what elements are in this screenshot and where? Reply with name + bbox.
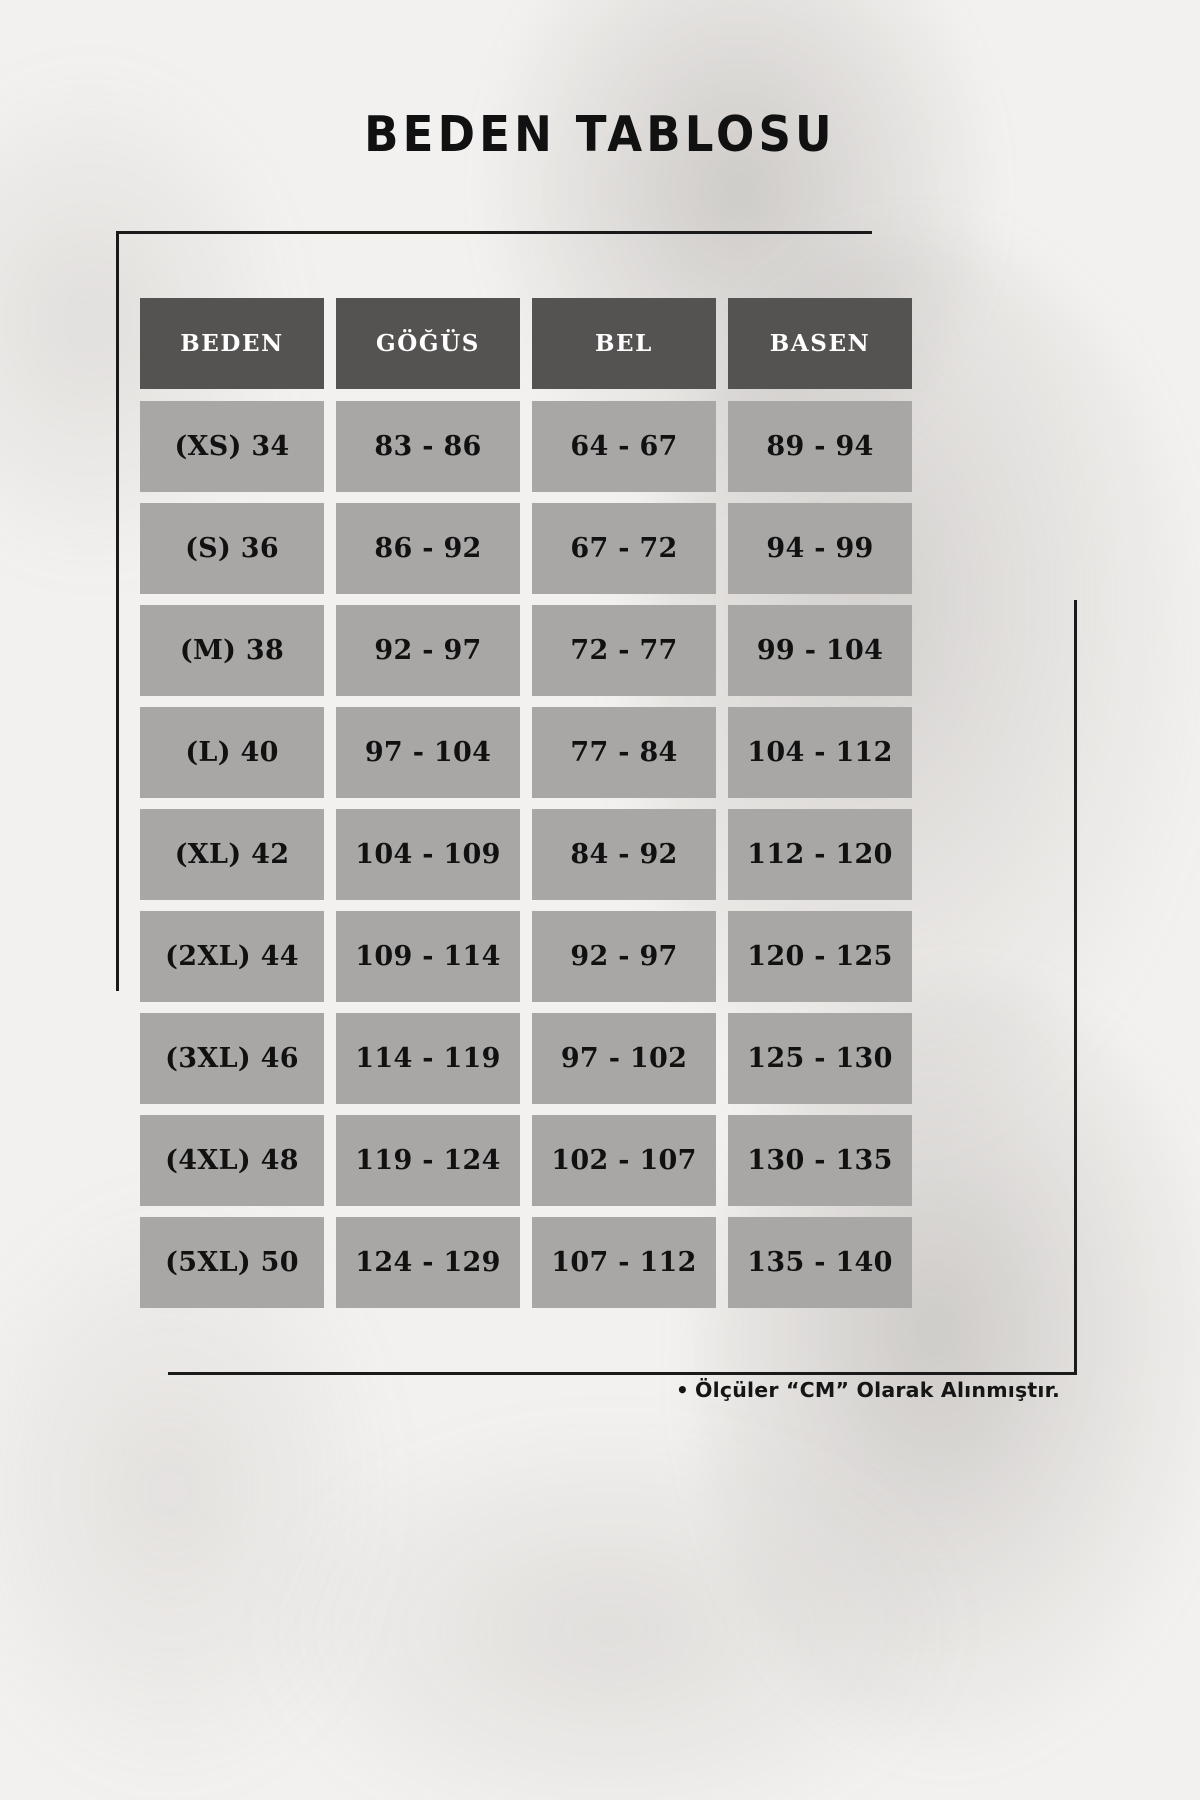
cell-beden: (5XL) 50 [140,1217,324,1308]
table-row: (5XL) 50 124 - 129 107 - 112 135 - 140 [140,1217,912,1308]
cell-gogus: 104 - 109 [336,809,520,900]
cell-beden: (L) 40 [140,707,324,798]
cell-basen: 99 - 104 [728,605,912,696]
decorative-frame-left-line [116,231,119,991]
cell-bel: 97 - 102 [532,1013,716,1104]
cell-beden: (M) 38 [140,605,324,696]
table-row: (M) 38 92 - 97 72 - 77 99 - 104 [140,605,912,696]
cell-basen: 120 - 125 [728,911,912,1002]
cell-gogus: 97 - 104 [336,707,520,798]
cell-gogus: 109 - 114 [336,911,520,1002]
decorative-frame-top-line [116,231,872,234]
decorative-frame-right-line [1074,600,1077,1375]
cell-basen: 89 - 94 [728,401,912,492]
cell-basen: 104 - 112 [728,707,912,798]
cell-gogus: 119 - 124 [336,1115,520,1206]
cell-basen: 130 - 135 [728,1115,912,1206]
cell-bel: 92 - 97 [532,911,716,1002]
cell-bel: 64 - 67 [532,401,716,492]
cell-gogus: 86 - 92 [336,503,520,594]
cell-bel: 84 - 92 [532,809,716,900]
table-row: (4XL) 48 119 - 124 102 - 107 130 - 135 [140,1115,912,1206]
cell-basen: 135 - 140 [728,1217,912,1308]
cell-basen: 125 - 130 [728,1013,912,1104]
table-row: (L) 40 97 - 104 77 - 84 104 - 112 [140,707,912,798]
column-header-gogus: GÖĞÜS [336,298,520,389]
footnote: • Ölçüler “CM” Olarak Alınmıştır. [0,1378,1060,1402]
cell-bel: 102 - 107 [532,1115,716,1206]
column-header-bel: BEL [532,298,716,389]
cell-basen: 112 - 120 [728,809,912,900]
cell-beden: (XS) 34 [140,401,324,492]
size-table: BEDEN GÖĞÜS BEL BASEN (XS) 34 83 - 86 64… [140,298,912,1319]
cell-beden: (3XL) 46 [140,1013,324,1104]
table-row: (XS) 34 83 - 86 64 - 67 89 - 94 [140,401,912,492]
background-silhouette-shadow [260,1420,960,1800]
column-header-beden: BEDEN [140,298,324,389]
cell-bel: 107 - 112 [532,1217,716,1308]
table-row: (2XL) 44 109 - 114 92 - 97 120 - 125 [140,911,912,1002]
cell-gogus: 83 - 86 [336,401,520,492]
footnote-text: Ölçüler “CM” Olarak Alınmıştır. [694,1378,1060,1402]
page-title: BEDEN TABLOSU [364,106,836,163]
cell-beden: (XL) 42 [140,809,324,900]
bullet-icon: • [676,1378,689,1402]
cell-gogus: 114 - 119 [336,1013,520,1104]
column-header-basen: BASEN [728,298,912,389]
table-row: (S) 36 86 - 92 67 - 72 94 - 99 [140,503,912,594]
table-header-row: BEDEN GÖĞÜS BEL BASEN [140,298,912,389]
table-row: (3XL) 46 114 - 119 97 - 102 125 - 130 [140,1013,912,1104]
cell-beden: (2XL) 44 [140,911,324,1002]
table-row: (XL) 42 104 - 109 84 - 92 112 - 120 [140,809,912,900]
decorative-frame-bottom-line [168,1372,1077,1375]
cell-beden: (S) 36 [140,503,324,594]
cell-gogus: 92 - 97 [336,605,520,696]
cell-basen: 94 - 99 [728,503,912,594]
cell-beden: (4XL) 48 [140,1115,324,1206]
cell-gogus: 124 - 129 [336,1217,520,1308]
cell-bel: 72 - 77 [532,605,716,696]
cell-bel: 67 - 72 [532,503,716,594]
cell-bel: 77 - 84 [532,707,716,798]
